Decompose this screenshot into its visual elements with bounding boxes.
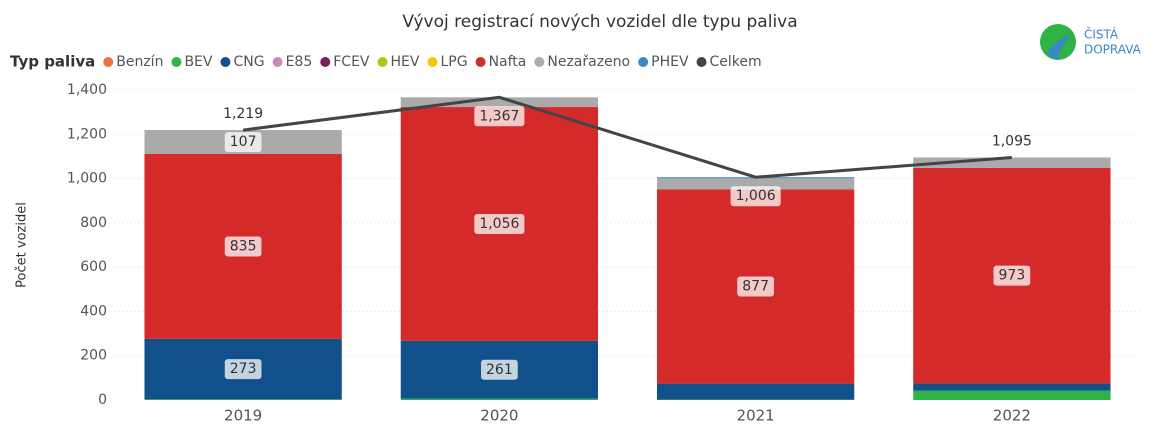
bar-segment xyxy=(913,391,1110,400)
logo-text: DOPRAVA xyxy=(1084,43,1142,57)
bar-segment xyxy=(401,399,598,400)
x-tick-label: 2021 xyxy=(737,407,775,425)
legend-marker xyxy=(638,57,648,67)
legend-marker xyxy=(476,57,486,67)
data-label: 835 xyxy=(230,238,257,254)
data-label: 107 xyxy=(230,134,257,150)
data-label: 877 xyxy=(742,279,769,295)
legend-title: Typ paliva xyxy=(10,53,95,71)
legend-label: Benzín xyxy=(116,54,163,70)
legend-marker xyxy=(534,57,544,67)
legend-label: HEV xyxy=(391,54,420,70)
legend-label: E85 xyxy=(286,54,313,70)
data-label: 273 xyxy=(230,361,257,377)
legend-marker xyxy=(103,57,113,67)
total-line xyxy=(243,97,1012,177)
chart-title: Vývoj registrací nových vozidel dle typu… xyxy=(402,12,797,32)
y-tick-label: 1,400 xyxy=(67,82,107,98)
legend-marker xyxy=(220,57,230,67)
bar-segment xyxy=(657,384,854,400)
x-tick-label: 2022 xyxy=(993,407,1031,425)
y-tick-label: 1,000 xyxy=(67,171,107,187)
x-tick-label: 2019 xyxy=(224,407,262,425)
legend-label: BEV xyxy=(184,54,212,70)
logo-text: ČISTÁ xyxy=(1084,27,1119,42)
data-label: 1,006 xyxy=(736,188,776,204)
legend-label: CNG xyxy=(233,54,264,70)
legend-marker xyxy=(697,57,707,67)
legend-marker xyxy=(273,57,283,67)
legend-label: Nezařazeno xyxy=(547,54,630,70)
legend-marker xyxy=(378,57,388,67)
data-label: 1,056 xyxy=(479,216,519,232)
y-tick-label: 800 xyxy=(80,215,107,231)
legend-label: LPG xyxy=(440,54,467,70)
legend-label: PHEV xyxy=(651,54,689,70)
legend-marker xyxy=(320,57,330,67)
data-label: 1,367 xyxy=(479,108,519,124)
bar-segment xyxy=(144,399,341,400)
legend-label: Celkem xyxy=(710,54,762,70)
bar-segment xyxy=(913,383,1110,390)
legend-label: Nafta xyxy=(489,54,527,70)
data-label: 973 xyxy=(999,268,1026,284)
y-tick-label: 200 xyxy=(80,348,107,364)
y-tick-label: 600 xyxy=(80,259,107,275)
y-tick-label: 1,200 xyxy=(67,126,107,142)
legend-marker xyxy=(427,57,437,67)
logo: ČISTÁ DOPRAVA xyxy=(1040,24,1142,60)
data-label: 1,095 xyxy=(992,134,1032,150)
y-axis-title: Počet vozidel xyxy=(15,202,30,288)
y-tick-label: 0 xyxy=(98,392,107,408)
data-label: 261 xyxy=(486,362,513,378)
data-label: 1,219 xyxy=(223,106,263,122)
x-tick-label: 2020 xyxy=(480,407,518,425)
legend-label: FCEV xyxy=(333,54,370,70)
legend-marker xyxy=(171,57,181,67)
y-tick-label: 400 xyxy=(80,303,107,319)
